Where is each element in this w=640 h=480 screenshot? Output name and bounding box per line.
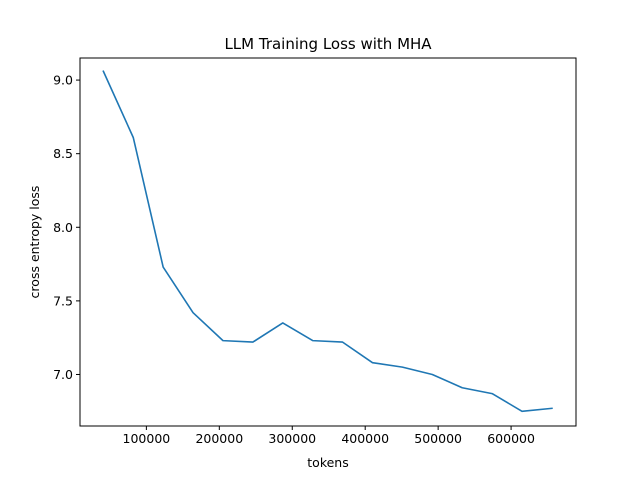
y-axis-label: cross entropy loss xyxy=(27,186,42,299)
y-tick-label: 8.5 xyxy=(53,146,73,161)
x-axis-label: tokens xyxy=(307,455,348,470)
x-tick-label: 200000 xyxy=(195,431,243,446)
chart-title: LLM Training Loss with MHA xyxy=(224,35,432,53)
y-tick-label: 8.0 xyxy=(53,220,73,235)
x-tick-label: 400000 xyxy=(341,431,389,446)
x-tick-label: 300000 xyxy=(268,431,316,446)
x-tick-label: 100000 xyxy=(123,431,171,446)
y-tick-label: 9.0 xyxy=(53,73,73,88)
x-tick-label: 500000 xyxy=(414,431,462,446)
y-axis-ticks: 7.0 7.5 8.0 8.5 9.0 xyxy=(53,73,80,382)
y-tick-label: 7.0 xyxy=(53,367,73,382)
y-tick-label: 7.5 xyxy=(53,293,73,308)
x-axis-ticks: 100000 200000 300000 400000 500000 600000 xyxy=(123,426,535,446)
plot-area xyxy=(80,58,576,426)
x-tick-label: 600000 xyxy=(487,431,535,446)
plot-frame xyxy=(79,57,577,427)
loss-series-line xyxy=(102,70,553,413)
